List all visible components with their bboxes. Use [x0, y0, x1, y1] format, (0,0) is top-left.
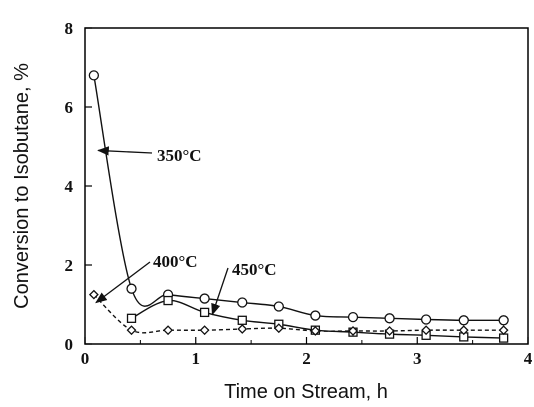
data-point-350c	[273, 301, 284, 312]
data-point-350c	[199, 293, 210, 304]
annotation-arrow	[97, 146, 153, 156]
annotation-label: 350°C	[157, 146, 202, 165]
data-point-400c	[273, 323, 284, 334]
y-tick-label: 6	[65, 98, 74, 117]
data-point-350c	[88, 70, 100, 81]
y-tick-label: 0	[65, 335, 74, 354]
data-point-350c	[347, 311, 359, 323]
data-point-400c	[163, 325, 173, 336]
data-point-450c	[199, 307, 210, 318]
data-point-350c	[458, 315, 469, 326]
x-tick-label: 2	[302, 349, 311, 368]
data-point-400c	[348, 326, 358, 336]
x-tick-label: 0	[81, 349, 90, 368]
data-point-400c	[126, 325, 137, 336]
y-tick-label: 8	[65, 19, 74, 38]
data-point-350c	[498, 315, 509, 326]
data-point-350c	[310, 310, 321, 321]
data-point-450c	[237, 315, 247, 325]
data-point-450c	[498, 333, 509, 343]
axis-ticks: 0 1 2 3 4 0 2 4 6 8	[65, 19, 533, 368]
x-tick-label: 4	[524, 349, 533, 368]
data-point-400c	[421, 325, 432, 336]
data-point-400c	[498, 325, 509, 336]
y-axis-title: Conversion to Isobutane, %	[11, 63, 33, 309]
plot-frame	[84, 27, 529, 345]
annotation-label: 400°C	[153, 252, 198, 271]
series-layer	[88, 70, 509, 343]
series-line-350c	[93, 75, 504, 322]
y-tick-label: 4	[65, 177, 74, 196]
data-point-350c	[237, 297, 248, 308]
annotation-layer: 350°C 400°C 450°C	[95, 146, 277, 316]
y-tick-label: 2	[65, 256, 74, 275]
annotation-label: 450°C	[232, 260, 277, 279]
data-point-400c	[237, 324, 248, 334]
data-point-350c	[420, 314, 432, 325]
x-tick-label: 1	[192, 349, 201, 368]
annotation-arrow	[95, 261, 151, 304]
data-point-400c	[199, 325, 210, 336]
annotation-arrow	[211, 267, 229, 316]
data-point-450c	[126, 313, 137, 323]
data-point-350c	[126, 283, 137, 294]
x-axis-title: Time on Stream, h	[224, 381, 388, 403]
data-point-350c	[384, 313, 395, 324]
x-tick-label: 3	[413, 349, 422, 368]
data-point-400c	[458, 325, 469, 336]
data-point-400c	[384, 326, 395, 336]
data-point-450c	[163, 295, 173, 306]
data-point-400c	[310, 326, 321, 336]
